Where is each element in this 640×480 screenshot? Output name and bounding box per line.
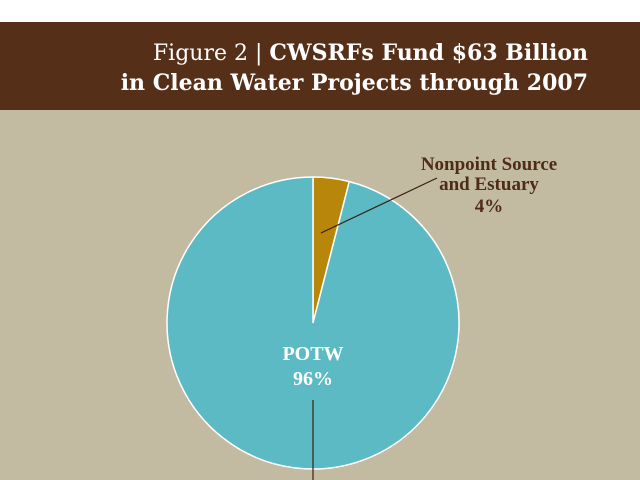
chart-title-line1: Figure 2 | CWSRFs Fund $63 Billion (153, 40, 588, 66)
potw-label: POTW (282, 343, 343, 365)
nonpoint-label-line2: and Estuary (439, 174, 539, 195)
title-text-1: CWSRFs Fund $63 Billion (269, 40, 588, 66)
potw-value-label: 96% (293, 368, 333, 390)
pie-slice-potw (166, 176, 460, 470)
figure-number: Figure 2 | (152, 41, 270, 66)
nonpoint-leader-line (320, 177, 438, 234)
chart-title-line2: in Clean Water Projects through 2007 (120, 70, 588, 96)
nonpoint-value-label: 4% (475, 196, 504, 217)
title-banner (0, 22, 640, 110)
nonpoint-label-line1: Nonpoint Source (421, 154, 557, 175)
